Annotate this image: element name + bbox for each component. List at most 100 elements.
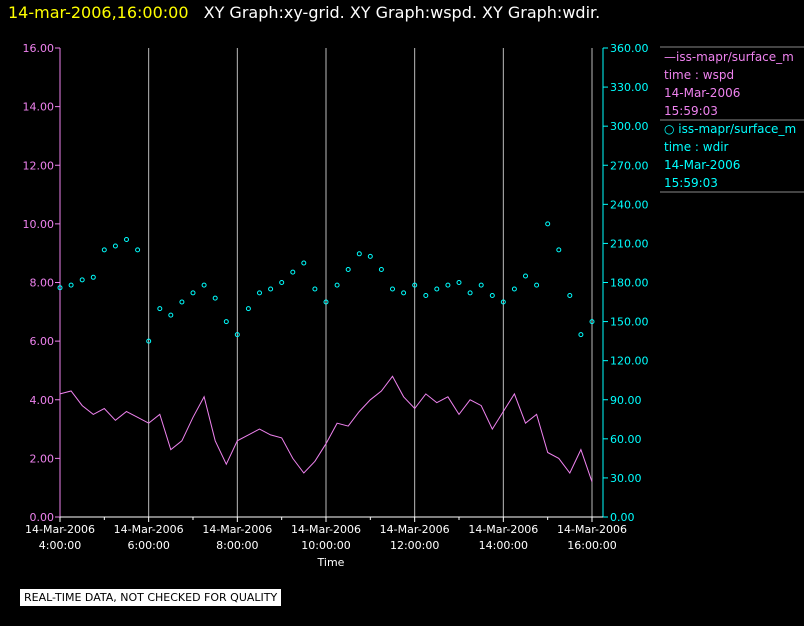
grid-lines	[59, 48, 593, 517]
wdir-point	[101, 247, 107, 253]
x-tick-label-time: 16:00:00	[567, 539, 616, 552]
legend-b-line1: ○ iss-mapr/surface_m	[664, 122, 796, 136]
wdir-point	[79, 277, 85, 283]
wspd-line	[59, 375, 593, 482]
wdir-point	[301, 260, 307, 266]
x-tick-label-time: 4:00:00	[39, 539, 81, 552]
wdir-point	[534, 282, 540, 288]
left-tick-label: 6.00	[30, 335, 55, 348]
right-tick-label: 300.00	[610, 120, 649, 133]
title-text: XY Graph:xy-grid. XY Graph:wspd. XY Grap…	[203, 3, 601, 22]
x-tick-label-date: 14-Mar-2006	[25, 523, 95, 536]
x-axis-label: Time	[317, 556, 345, 569]
right-axis-ticks: 0.00 30.00 60.00 90.00 120.00 150.00 180.00 210…	[603, 42, 649, 524]
wdir-point	[434, 286, 440, 292]
wdir-point	[345, 267, 351, 272]
wdir-point	[556, 247, 562, 253]
left-tick-label: 10.00	[23, 218, 55, 231]
legend-b-line2: time : wdir	[664, 140, 729, 154]
legend-a-line3: 14-Mar-2006	[664, 86, 740, 100]
legend: —iss-mapr/surface_m time : wspd 14-Mar-2…	[660, 46, 804, 193]
wdir-point	[401, 290, 407, 296]
wdir-point	[146, 338, 152, 344]
wdir-point	[511, 286, 517, 292]
wdir-point	[112, 243, 118, 249]
wdir-point	[201, 282, 207, 288]
wdir-point	[378, 267, 384, 272]
wdir-point	[423, 293, 429, 298]
x-tick-label-date: 14-Mar-2006	[468, 523, 538, 536]
wdir-point	[234, 332, 240, 338]
wdir-point	[268, 286, 274, 292]
wdir-point	[135, 247, 141, 253]
legend-a-line2: time : wspd	[664, 68, 734, 82]
x-tick-label-date: 14-Mar-2006	[291, 523, 361, 536]
right-tick-label: 120.00	[610, 355, 649, 368]
x-tick-label-time: 12:00:00	[390, 539, 439, 552]
x-tick-label-date: 14-Mar-2006	[114, 523, 184, 536]
wdir-point	[257, 290, 262, 296]
wdir-point	[245, 306, 251, 312]
left-tick-label: 8.00	[30, 277, 55, 290]
wdir-point	[489, 293, 495, 298]
legend-b-line3: 14-Mar-2006	[664, 158, 740, 172]
wdir-point	[523, 273, 528, 279]
legend-a-line4: 15:59:03	[664, 104, 718, 118]
wdir-point	[90, 274, 96, 280]
right-tick-label: 60.00	[610, 433, 642, 446]
wdir-point	[279, 280, 285, 285]
right-tick-label: 180.00	[610, 277, 649, 290]
wdir-series	[57, 221, 595, 344]
wdir-point	[223, 319, 229, 325]
right-tick-label: 30.00	[610, 472, 642, 485]
right-tick-label: 210.00	[610, 237, 649, 250]
wdir-point	[589, 319, 595, 325]
wdir-point	[323, 299, 329, 305]
right-tick-label: 270.00	[610, 159, 649, 172]
wdir-point	[57, 285, 63, 291]
title-bar: 14-mar-2006,16:00:00 XY Graph:xy-grid. X…	[8, 3, 600, 22]
wdir-point	[545, 221, 551, 227]
x-axis-ticks: 14-Mar-2006 4:00:00 14-Mar-2006 6:00:00 14-M…	[25, 517, 627, 552]
right-tick-label: 0.00	[610, 511, 635, 524]
left-tick-label: 16.00	[23, 42, 55, 55]
right-tick-label: 330.00	[610, 81, 649, 94]
left-tick-label: 12.00	[23, 159, 55, 172]
x-tick-label-date: 14-Mar-2006	[202, 523, 272, 536]
wdir-point	[567, 293, 573, 298]
x-tick-label-time: 6:00:00	[127, 539, 169, 552]
x-tick-label-time: 8:00:00	[216, 539, 258, 552]
x-tick-label-time: 10:00:00	[301, 539, 350, 552]
wdir-point	[356, 251, 362, 257]
x-tick-label-time: 14:00:00	[479, 539, 528, 552]
right-tick-label: 90.00	[610, 394, 642, 407]
right-tick-label: 150.00	[610, 316, 649, 329]
left-tick-label: 4.00	[30, 394, 55, 407]
wdir-point	[179, 299, 185, 305]
wdir-point	[456, 280, 462, 285]
left-axis-ticks: 0.00 2.00 4.00 6.00 8.00 10.00 12.00 14.00 16.00	[23, 42, 60, 524]
title-date: 14-mar-2006,16:00:00	[8, 3, 189, 22]
wdir-point	[124, 237, 129, 242]
wdir-point	[390, 286, 395, 292]
wdir-point	[445, 282, 451, 288]
left-tick-label: 14.00	[23, 101, 55, 114]
wdir-point	[412, 282, 418, 288]
legend-a-line1: —iss-mapr/surface_m	[664, 50, 794, 64]
wdir-point	[578, 332, 584, 338]
wdir-point	[467, 290, 473, 296]
left-tick-label: 0.00	[30, 511, 55, 524]
wspd-series	[59, 375, 593, 482]
wdir-point	[290, 269, 296, 275]
wdir-point	[168, 312, 174, 318]
legend-b-line4: 15:59:03	[664, 176, 718, 190]
x-tick-label-date: 14-Mar-2006	[557, 523, 627, 536]
wdir-point	[190, 290, 196, 296]
right-tick-label: 240.00	[610, 198, 649, 211]
right-tick-label: 360.00	[610, 42, 649, 55]
wdir-point	[334, 282, 340, 288]
wdir-point	[500, 299, 506, 305]
quality-note: REAL-TIME DATA, NOT CHECKED FOR QUALITY	[20, 589, 282, 606]
wdir-point	[367, 253, 373, 259]
